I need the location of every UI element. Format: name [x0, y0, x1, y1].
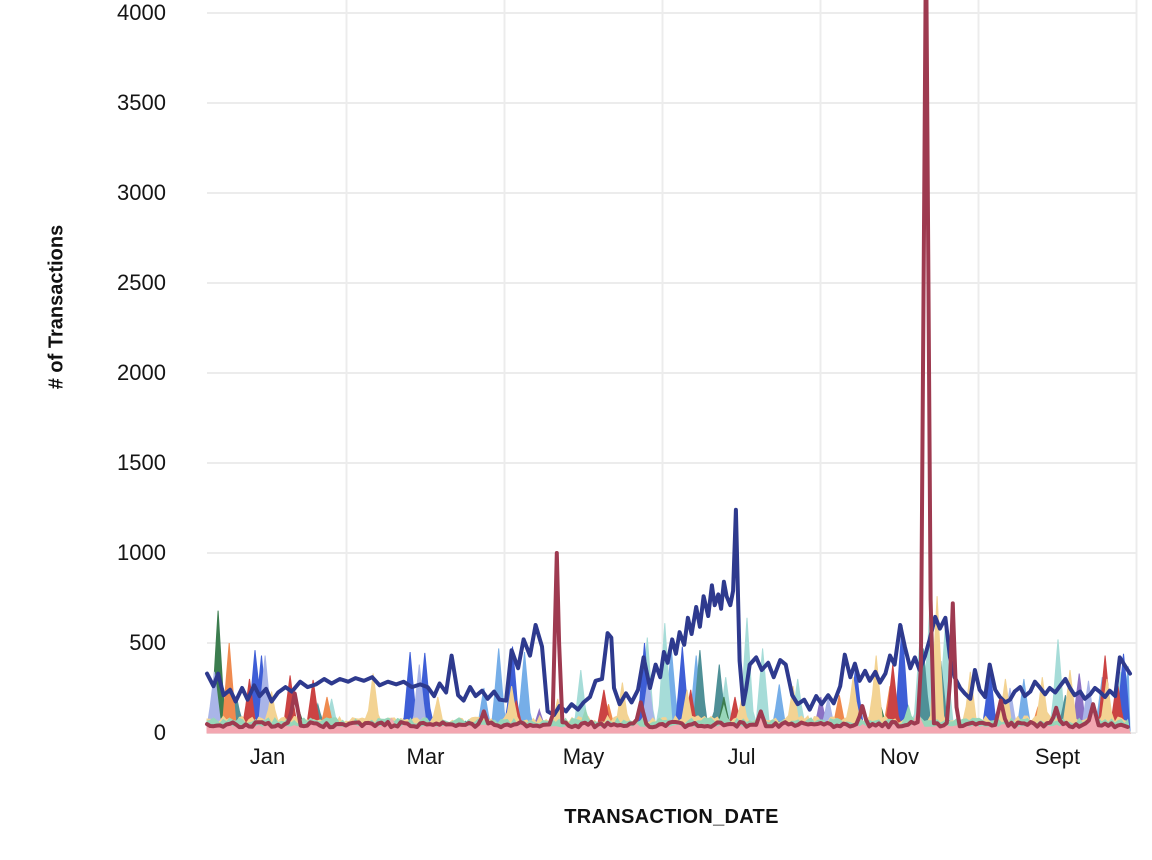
- y-tick-label: 500: [129, 630, 166, 655]
- x-tick-label: May: [562, 744, 605, 769]
- y-tick-label: 4000: [117, 0, 166, 25]
- series-maroon: [205, 0, 1130, 730]
- x-tick-label: Nov: [879, 744, 920, 769]
- series-navy: [205, 507, 1132, 717]
- y-tick-label: 2000: [117, 360, 166, 385]
- y-tick-label: 3500: [117, 90, 166, 115]
- series-khaki: [206, 596, 1131, 734]
- x-tick-label: Mar: [406, 744, 445, 769]
- y-tick-label: 0: [153, 720, 166, 745]
- y-tick-label: 1000: [117, 540, 166, 565]
- x-tick-label: Jul: [727, 744, 756, 769]
- y-tick-label: 1500: [117, 450, 166, 475]
- x-tick-label: Sept: [1034, 744, 1081, 769]
- y-tick-label: 2500: [117, 270, 166, 295]
- x-axis-title: TRANSACTION_DATE: [564, 806, 779, 828]
- x-tick-label: Jan: [249, 744, 286, 769]
- y-tick-label: 3000: [117, 180, 166, 205]
